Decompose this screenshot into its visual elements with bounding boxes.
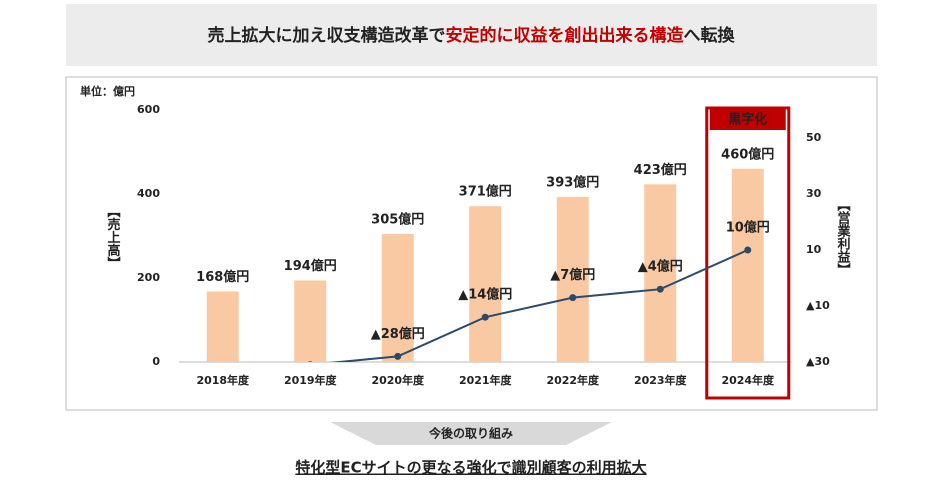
bar-value-label: 305億円 — [371, 211, 424, 227]
y-tick-label: 0 — [152, 355, 160, 368]
bar — [206, 291, 239, 362]
unit-label: 単位：億円 — [80, 84, 135, 98]
x-tick-label: 2023年度 — [634, 373, 688, 387]
bar — [556, 196, 589, 362]
title: 売上拡大に加え収支構造改革で安定的に収益を創出出来る構造へ転換 — [208, 25, 736, 46]
bar — [294, 280, 327, 362]
bar — [644, 184, 677, 362]
footer-label: 今後の取り組み — [428, 426, 513, 441]
bar-value-label: 393億円 — [546, 174, 599, 190]
y2-tick-label: 30 — [806, 187, 822, 200]
footer-text: 特化型ECサイトの更なる強化で識別顧客の利用拡大 — [295, 459, 646, 477]
x-tick-label: 2022年度 — [546, 373, 600, 387]
x-tick-label: 2018年度 — [196, 373, 250, 387]
footer-arrow — [330, 422, 612, 445]
line-value-label: ▲4億円 — [638, 259, 683, 275]
bar-value-label: 423億円 — [634, 162, 687, 178]
y2-tick-label: 50 — [806, 131, 822, 144]
line-value-label: 10億円 — [726, 220, 770, 236]
line-point — [656, 285, 664, 293]
bar-value-label: 194億円 — [284, 258, 337, 274]
y-tick-label: 400 — [137, 187, 160, 200]
header-box — [66, 4, 877, 66]
line-point — [744, 246, 752, 254]
title-part: へ転換 — [684, 25, 736, 46]
line-value-label: ▲28億円 — [371, 326, 425, 342]
x-tick-label: 2024年度 — [721, 373, 775, 387]
bar — [731, 168, 764, 362]
y2-tick-label: ▲10 — [806, 299, 830, 312]
line — [328, 249, 749, 362]
y-tick-label: 600 — [137, 103, 160, 116]
bar-value-label: 460億円 — [721, 146, 774, 162]
highlight-label: 黒字化 — [728, 112, 767, 128]
bar — [381, 233, 414, 362]
line-point — [569, 294, 577, 302]
y2-tick-label: ▲30 — [806, 355, 830, 368]
highlight-tab — [709, 108, 786, 130]
y-axis-label: 【売上高】 — [105, 205, 121, 270]
title-part: 売上拡大に加え収支構造改革で — [208, 25, 446, 46]
bar-value-label: 168億円 — [196, 269, 249, 285]
x-tick-label: 2020年度 — [371, 373, 425, 387]
line-value-label: ▲14億円 — [458, 287, 512, 303]
title-part: 安定的に収益を創出出来る構造 — [446, 25, 685, 46]
y2-axis-label: 【営業利益】 — [835, 198, 852, 276]
line-point — [481, 313, 489, 321]
x-tick-label: 2019年度 — [284, 373, 338, 387]
y2-tick-label: 10 — [806, 243, 822, 256]
bar-value-label: 371億円 — [459, 184, 512, 200]
line-point — [394, 352, 402, 360]
y-tick-label: 200 — [137, 271, 160, 284]
x-tick-label: 2021年度 — [459, 373, 513, 387]
bar — [469, 206, 502, 362]
line-point — [308, 361, 313, 362]
line-value-label: ▲7億円 — [550, 267, 595, 283]
